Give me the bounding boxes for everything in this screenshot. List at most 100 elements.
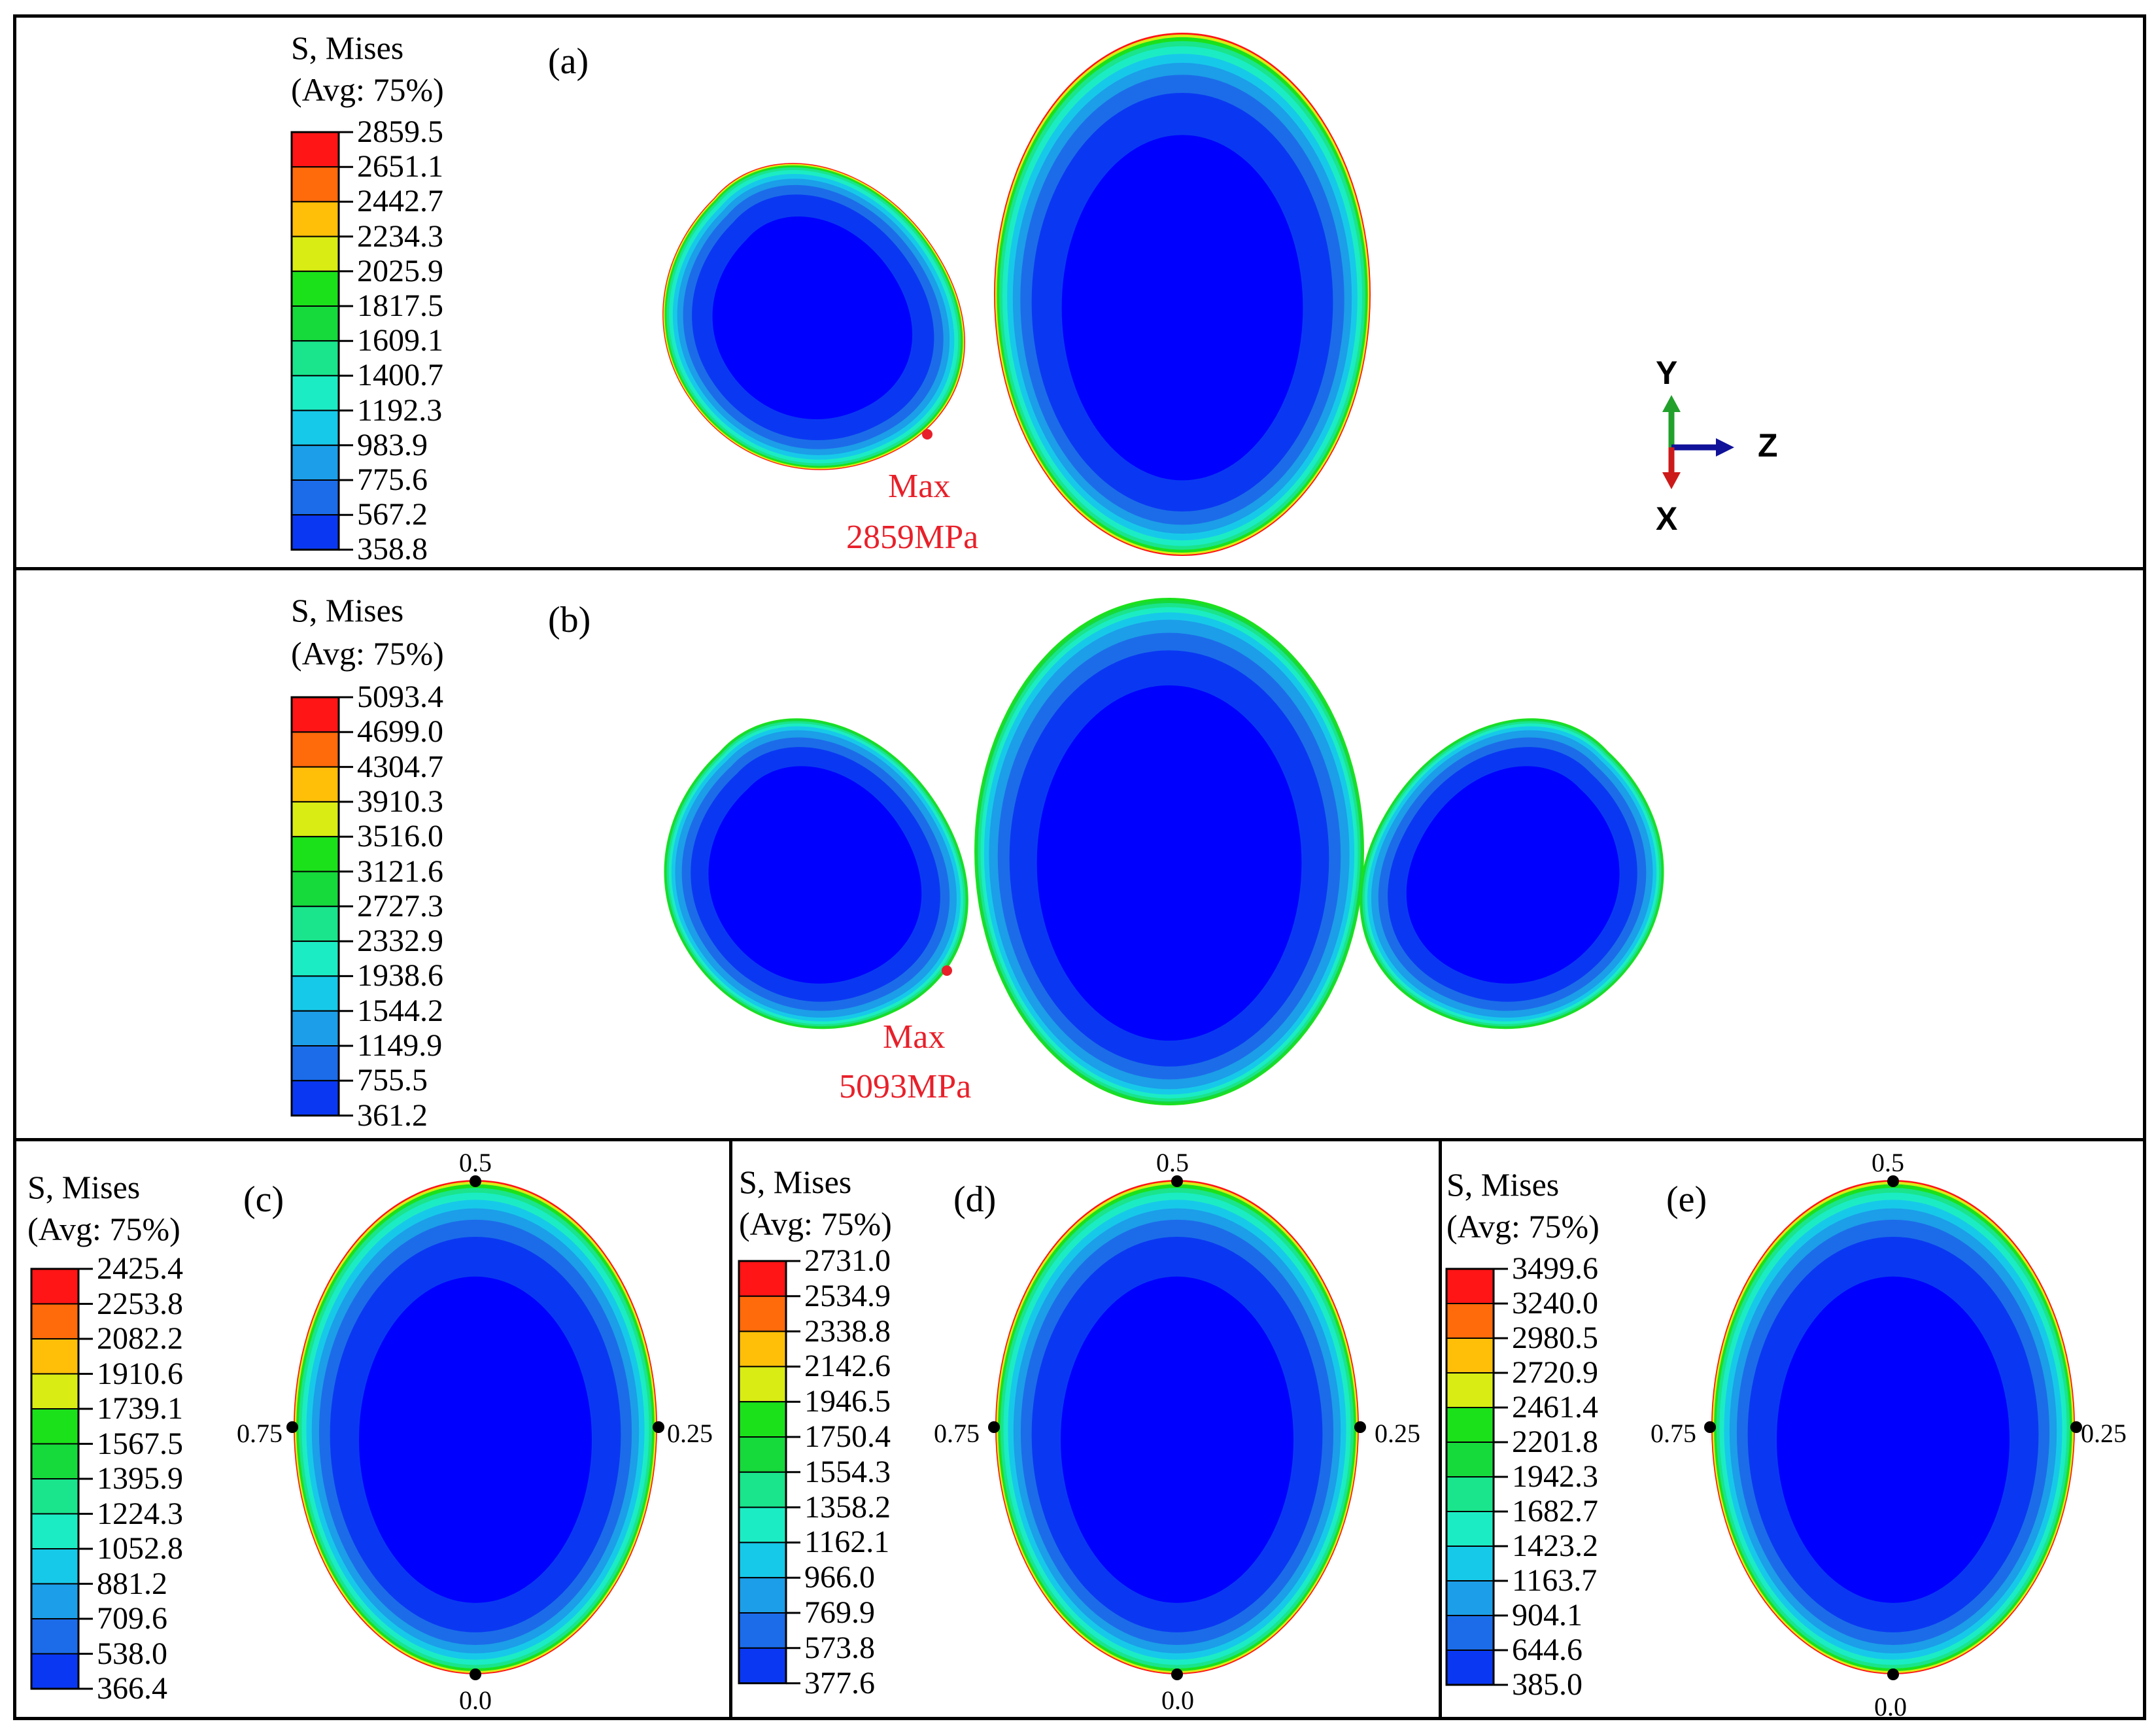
legend-tick-d-7: 1358.2 bbox=[804, 1489, 891, 1525]
legend-swatch-d-5 bbox=[738, 1436, 787, 1473]
legend-tick-e-9: 1163.7 bbox=[1512, 1563, 1598, 1598]
legend-tick-b-10: 1149.9 bbox=[357, 1028, 443, 1063]
point-label-right-d: 0.25 bbox=[1375, 1419, 1420, 1448]
point-label-bottom-d: 0.0 bbox=[1161, 1685, 1194, 1715]
legend-tick-b-7: 2332.9 bbox=[357, 924, 443, 959]
panel-label-d: (d) bbox=[953, 1179, 997, 1220]
legend-swatch-e-7 bbox=[1446, 1511, 1494, 1547]
legend-tick-d-1: 2534.9 bbox=[804, 1278, 891, 1313]
legend-swatch-e-6 bbox=[1446, 1476, 1494, 1512]
legend-swatch-d-0 bbox=[738, 1260, 787, 1297]
legend-tick-e-12: 385.0 bbox=[1512, 1667, 1583, 1702]
legend-swatch-d-9 bbox=[738, 1577, 787, 1614]
legend-tick-b-0: 5093.4 bbox=[357, 680, 443, 714]
legend-tick-c-2: 2082.2 bbox=[97, 1321, 183, 1356]
point-label-right-c: 0.25 bbox=[667, 1419, 713, 1448]
legend-tick-a-5: 1817.5 bbox=[357, 288, 443, 323]
legend-swatch-e-2 bbox=[1446, 1338, 1494, 1374]
legend-swatch-a-6 bbox=[291, 340, 339, 377]
legend-tick-a-3: 2234.3 bbox=[357, 218, 443, 254]
legend-swatch-b-0 bbox=[291, 697, 339, 733]
max-label-a: Max bbox=[888, 468, 951, 505]
legend-swatch-b-9 bbox=[291, 1010, 339, 1046]
legend-tick-b-8: 1938.6 bbox=[357, 958, 443, 994]
axis-x-head bbox=[1662, 472, 1681, 489]
legend-tick-e-8: 1423.2 bbox=[1512, 1529, 1598, 1563]
point-label-left-c: 0.75 bbox=[237, 1419, 282, 1448]
legend-swatch-e-10 bbox=[1446, 1615, 1494, 1651]
legend-tick-e-2: 2980.5 bbox=[1512, 1321, 1598, 1355]
legend-tick-c-5: 1567.5 bbox=[97, 1426, 183, 1461]
legend-swatch-a-8 bbox=[291, 409, 339, 446]
legend-swatch-c-9 bbox=[31, 1583, 79, 1619]
legend-title-b: S, Mises bbox=[291, 592, 404, 629]
legend-subtitle-a: (Avg: 75%) bbox=[291, 71, 444, 108]
legend-tick-d-12: 377.6 bbox=[804, 1665, 875, 1701]
legend-swatch-c-1 bbox=[31, 1303, 79, 1339]
legend-swatch-c-6 bbox=[31, 1478, 79, 1515]
legend-tick-e-1: 3240.0 bbox=[1512, 1286, 1598, 1321]
path-point-8 bbox=[1887, 1175, 1899, 1187]
legend-tick-a-0: 2859.5 bbox=[357, 114, 443, 149]
legend-swatch-c-2 bbox=[31, 1338, 79, 1375]
legend-subtitle-b: (Avg: 75%) bbox=[291, 635, 444, 672]
legend-tick-d-2: 2338.8 bbox=[804, 1313, 891, 1349]
legend-tick-e-10: 904.1 bbox=[1512, 1598, 1583, 1633]
legend-tick-b-1: 4699.0 bbox=[357, 714, 443, 750]
legend-swatch-e-1 bbox=[1446, 1303, 1494, 1339]
legend-swatch-a-7 bbox=[291, 375, 339, 411]
b-center-shape-contour-8 bbox=[1036, 685, 1302, 1041]
panel-label-c: (c) bbox=[243, 1179, 284, 1220]
point-label-top-d: 0.5 bbox=[1156, 1148, 1189, 1177]
legend-tick-a-8: 1192.3 bbox=[357, 392, 443, 428]
legend-tick-d-4: 1946.5 bbox=[804, 1384, 891, 1419]
legend-tick-b-3: 3910.3 bbox=[357, 784, 443, 819]
legend-swatch-c-0 bbox=[31, 1268, 79, 1305]
legend-tick-c-12: 366.4 bbox=[97, 1671, 167, 1706]
point-label-top-c: 0.5 bbox=[459, 1148, 492, 1177]
legend-swatch-a-9 bbox=[291, 444, 339, 481]
legend-swatch-e-0 bbox=[1446, 1268, 1494, 1304]
legend-swatch-b-6 bbox=[291, 905, 339, 942]
path-point-9 bbox=[1704, 1421, 1716, 1433]
path-point-1 bbox=[286, 1421, 298, 1433]
legend-swatch-c-3 bbox=[31, 1373, 79, 1409]
legend-title-d: S, Mises bbox=[739, 1164, 852, 1200]
max-value-b: 5093MPa bbox=[839, 1068, 972, 1105]
legend-swatch-d-7 bbox=[738, 1506, 787, 1544]
legend-swatch-e-11 bbox=[1446, 1650, 1494, 1685]
legend-swatch-c-11 bbox=[31, 1653, 79, 1689]
legend-swatch-c-5 bbox=[31, 1443, 79, 1479]
legend-tick-e-0: 3499.6 bbox=[1512, 1251, 1598, 1286]
d-shape-contour-9 bbox=[1061, 1276, 1293, 1603]
legend-tick-d-10: 769.9 bbox=[804, 1595, 875, 1630]
legend-swatch-b-8 bbox=[291, 975, 339, 1012]
legend-tick-b-11: 755.5 bbox=[357, 1063, 428, 1098]
legend-swatch-d-11 bbox=[738, 1647, 787, 1684]
legend-swatch-c-8 bbox=[31, 1548, 79, 1585]
legend-swatch-a-1 bbox=[291, 166, 339, 203]
legend-swatch-e-4 bbox=[1446, 1407, 1494, 1443]
path-point-10 bbox=[2070, 1421, 2082, 1433]
legend-tick-c-4: 1739.1 bbox=[97, 1391, 183, 1426]
legend-tick-a-9: 983.9 bbox=[357, 427, 428, 462]
legend-tick-b-2: 4304.7 bbox=[357, 749, 443, 784]
legend-swatch-e-8 bbox=[1446, 1546, 1494, 1581]
legend-swatch-d-1 bbox=[738, 1295, 787, 1332]
legend-title-c: S, Mises bbox=[27, 1169, 141, 1205]
max-point-b bbox=[942, 965, 952, 976]
legend-swatch-d-8 bbox=[738, 1542, 787, 1579]
e-shape-contour-9 bbox=[1777, 1276, 2010, 1603]
legend-swatch-d-10 bbox=[738, 1612, 787, 1649]
legend-tick-c-3: 1910.6 bbox=[97, 1356, 183, 1391]
point-label-left-d: 0.75 bbox=[934, 1419, 980, 1448]
legend-tick-d-6: 1554.3 bbox=[804, 1454, 891, 1489]
legend-tick-c-8: 1052.8 bbox=[97, 1531, 183, 1566]
legend-swatch-e-5 bbox=[1446, 1442, 1494, 1477]
legend-swatch-e-3 bbox=[1446, 1372, 1494, 1408]
path-point-3 bbox=[470, 1668, 481, 1680]
path-point-2 bbox=[653, 1421, 664, 1433]
legend-tick-a-4: 2025.9 bbox=[357, 253, 443, 288]
legend-tick-b-12: 361.2 bbox=[357, 1097, 428, 1133]
max-point-a bbox=[922, 429, 933, 440]
